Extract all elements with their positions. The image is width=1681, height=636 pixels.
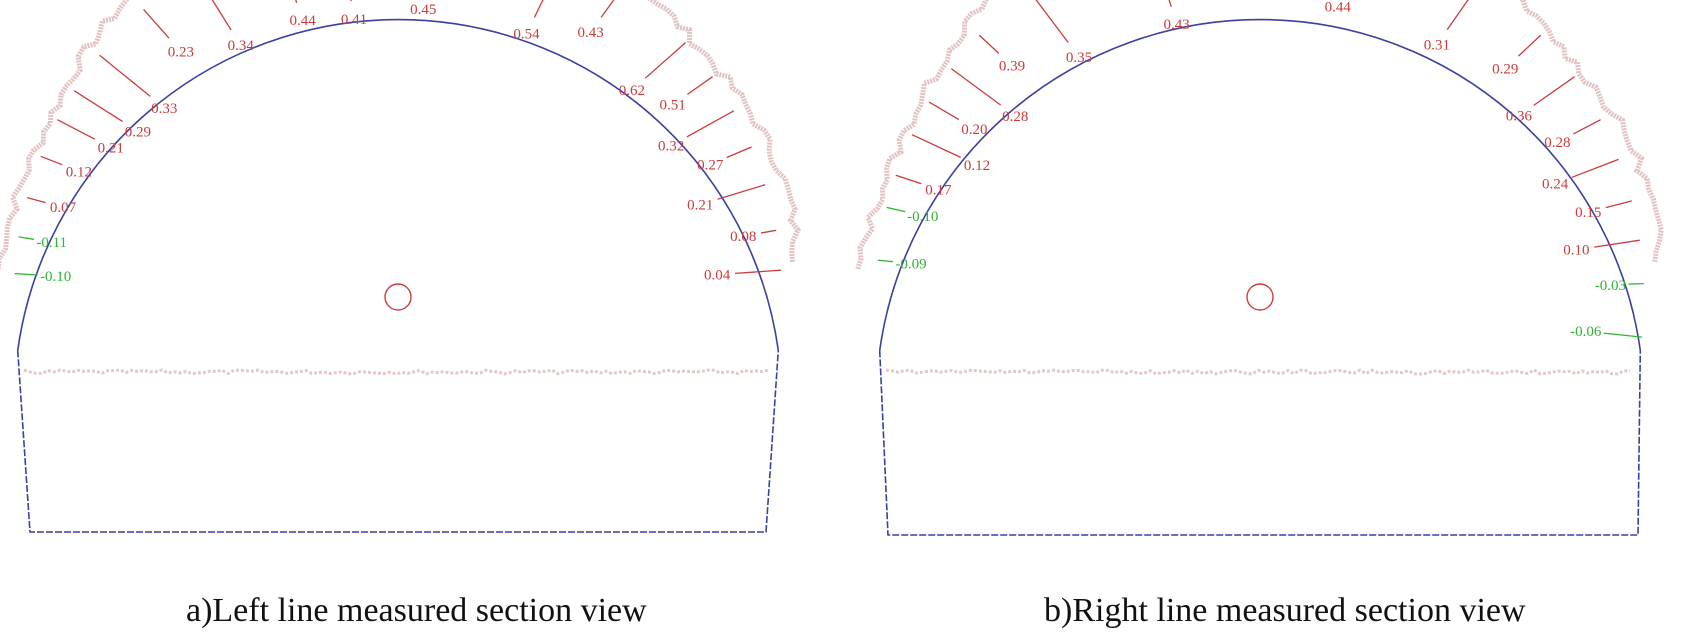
design-arch-outline [16,18,780,351]
deviation-label: 0.10 [1563,243,1589,259]
deviation-tick [1594,239,1640,248]
design-wall-outline [878,350,1642,536]
deviation-tick [600,0,615,18]
deviation-tick [886,206,906,213]
deviation-label: 0.20 [961,122,987,138]
deviation-label: 0.34 [228,38,255,54]
deviation-tick [295,0,298,4]
deviation-label: 0.41 [341,12,367,28]
right-line-section-view: -0.09-0.100.170.120.200.280.390.350.330.… [855,0,1664,536]
deviation-tick [1168,0,1172,8]
deviation-tick [726,146,752,159]
caption-left-section: a)Left line measured section view [186,592,647,629]
deviation-label: 0.08 [730,229,756,245]
deviation-tick [978,34,1000,54]
deviation-label: 0.31 [1424,37,1450,53]
deviation-label: 0.29 [1492,61,1518,77]
deviation-label: 0.17 [925,182,952,198]
deviation-tick [1446,0,1469,30]
deviation-label: 0.28 [1544,135,1570,151]
deviation-label: 0.04 [704,268,731,284]
deviation-label: 0.12 [66,164,92,180]
deviation-label: 0.32 [658,139,684,155]
center-marker [1246,283,1274,311]
deviation-label: -0.06 [1570,324,1602,340]
deviation-tick [1571,158,1619,178]
deviation-tick [950,68,1002,106]
design-wall-outline [16,350,780,533]
deviation-tick [143,8,170,39]
deviation-tick [26,196,46,204]
deviation-tick [533,0,544,18]
deviation-label: 0.29 [125,124,151,140]
deviation-label: 0.15 [1575,205,1601,221]
deviation-tick [211,0,232,31]
deviation-tick [928,101,960,121]
deviation-label: 0.43 [577,25,603,41]
design-arch-outline [878,18,1642,351]
deviation-tick [644,42,687,79]
deviation-label: -0.03 [1595,278,1626,294]
deviation-label: 0.44 [1325,0,1352,16]
deviation-label: 0.43 [1163,17,1189,33]
deviation-label: 0.27 [697,158,724,174]
deviation-label: 0.51 [659,98,685,114]
deviation-label: -0.09 [895,256,926,272]
scan-band [0,0,801,270]
deviation-tick [40,155,63,166]
deviation-label: 0.24 [1542,177,1569,193]
deviation-tick [895,174,922,185]
deviation-tick [1628,282,1644,285]
deviation-label: 0.33 [151,101,177,117]
deviation-tick [877,259,894,263]
deviation-label: 0.44 [289,13,316,29]
scan-band [855,0,1664,270]
left-line-section-view: -0.10-0.110.070.120.210.290.330.23 0.340.… [0,0,801,533]
scan-floor-band [885,368,1631,376]
point-cloud-scan [855,0,1664,376]
deviation-tick [1605,200,1632,209]
point-cloud-scan [0,0,801,376]
deviation-label: -0.10 [40,269,71,285]
deviation-tick [14,272,38,276]
deviation-label: 0.21 [687,198,713,214]
deviation-label: 0.07 [50,200,77,216]
deviation-tick [686,110,735,138]
deviation-label: -0.10 [907,209,938,225]
deviation-label: 0.37 [1247,0,1274,1]
deviation-label: 0.21 [98,141,124,157]
deviation-label: -0.11 [36,235,67,251]
caption-right-section: b)Right line measured section view [1044,592,1526,629]
deviation-label: 0.28 [1002,109,1028,125]
center-marker [384,283,412,311]
deviation-tick [99,54,151,97]
deviation-tick [735,269,782,275]
deviation-tick [1533,76,1575,106]
deviation-label: 0.45 [410,2,436,18]
deviation-tick [1603,332,1642,338]
deviation-tick [687,76,713,95]
deviation-label: 0.12 [964,158,990,174]
scan-floor-band [23,368,769,376]
deviation-tick [1035,0,1069,43]
deviation-tick [1573,119,1601,135]
deviation-label: 0.36 [1506,109,1533,125]
deviation-tick [73,90,124,123]
deviation-tick [1517,34,1542,57]
deviation-tick [760,229,777,234]
deviation-tick [717,184,766,200]
deviation-tick [350,0,352,2]
deviation-label: 0.39 [999,59,1025,75]
deviation-label: 0.54 [513,27,540,43]
deviation-tick [911,134,961,158]
deviation-label: 0.62 [619,83,645,99]
deviation-label: 0.35 [1066,50,1092,66]
deviation-tick [57,119,96,140]
deviation-label: 0.23 [168,45,194,61]
deviation-tick [18,236,35,240]
